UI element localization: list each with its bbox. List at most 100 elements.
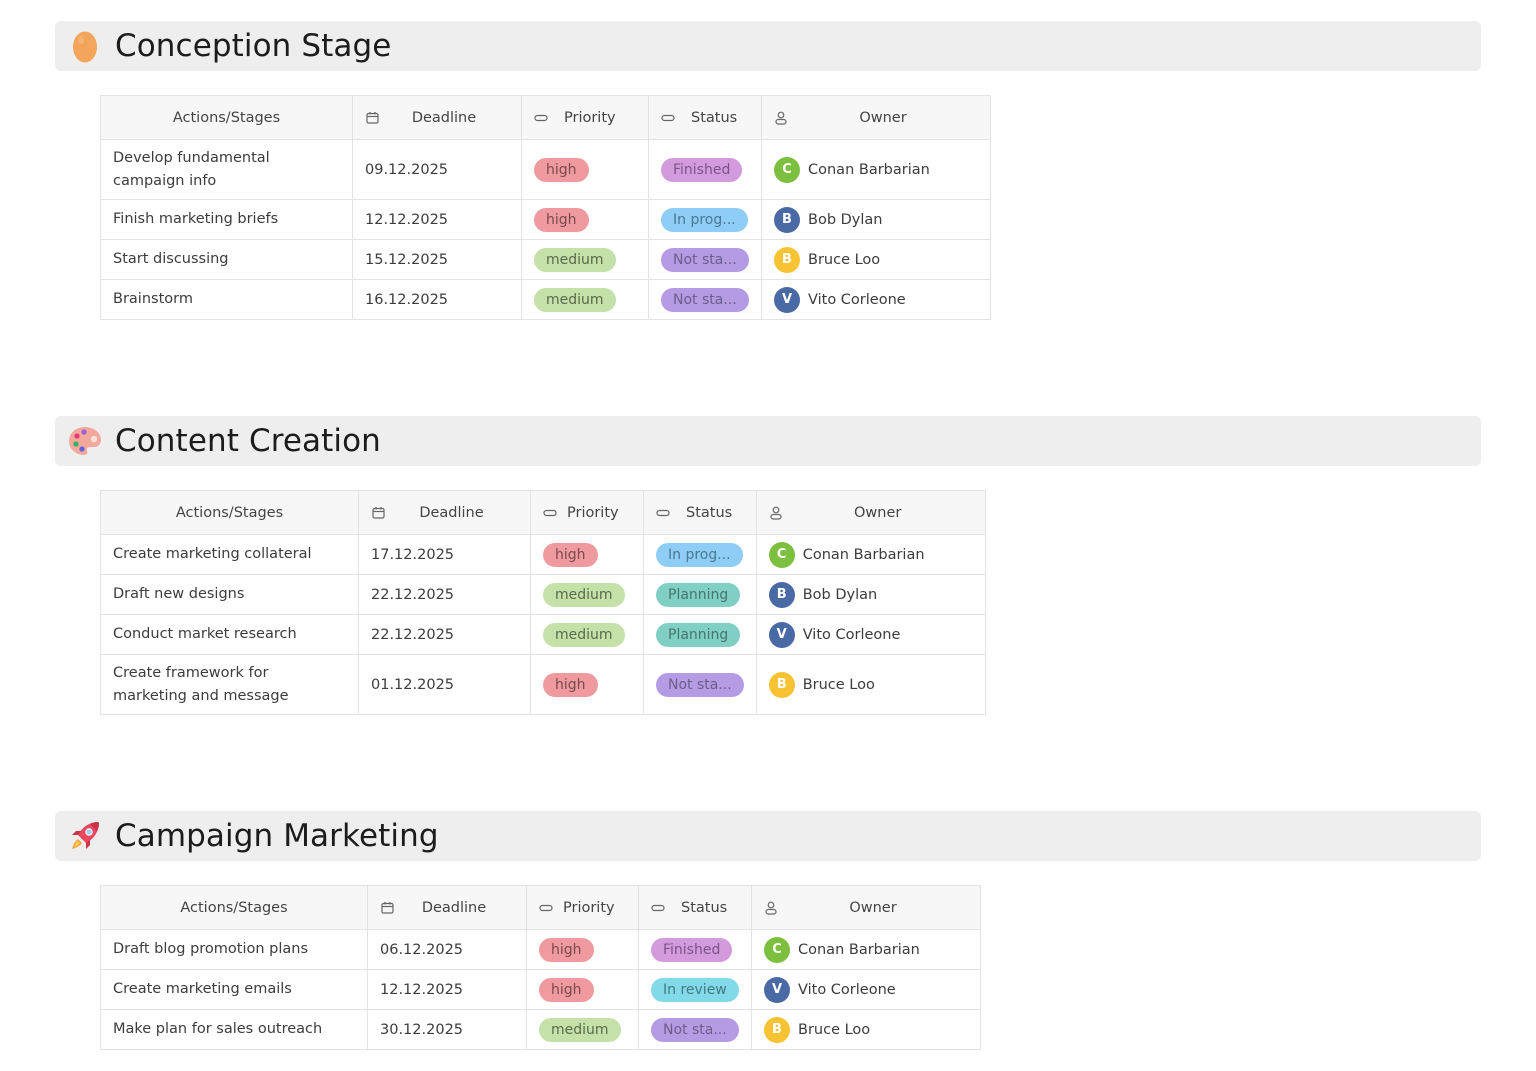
status-cell[interactable]: Not sta... — [643, 654, 757, 715]
deadline-cell[interactable]: 01.12.2025 — [358, 654, 531, 715]
action-cell[interactable]: Create framework for marketing and messa… — [100, 654, 359, 715]
status-cell[interactable]: In prog... — [643, 534, 757, 575]
status-cell[interactable]: In prog... — [648, 199, 762, 240]
priority-badge[interactable]: high — [543, 542, 598, 567]
status-cell[interactable]: Finished — [648, 139, 762, 200]
table-row[interactable]: Create marketing emails 12.12.2025 high … — [100, 969, 981, 1010]
column-header-priority[interactable]: Priority — [530, 490, 644, 535]
status-badge[interactable]: In prog... — [661, 207, 748, 232]
status-badge[interactable]: Not sta... — [651, 1017, 739, 1042]
status-badge[interactable]: Not sta... — [656, 672, 744, 697]
status-badge[interactable]: Not sta... — [661, 247, 749, 272]
owner-cell[interactable]: V Vito Corleone — [751, 969, 981, 1010]
action-cell[interactable]: Draft new designs — [100, 574, 359, 615]
table-row[interactable]: Brainstorm 16.12.2025 medium Not sta... … — [100, 279, 991, 320]
priority-cell[interactable]: high — [526, 969, 639, 1010]
deadline-cell[interactable]: 06.12.2025 — [367, 929, 527, 970]
deadline-cell[interactable]: 15.12.2025 — [352, 239, 522, 280]
table-row[interactable]: Finish marketing briefs 12.12.2025 high … — [100, 199, 991, 240]
table-row[interactable]: Draft new designs 22.12.2025 medium Plan… — [100, 574, 986, 615]
priority-cell[interactable]: high — [530, 534, 644, 575]
column-header-priority[interactable]: Priority — [526, 885, 639, 930]
column-header-status[interactable]: Status — [648, 95, 762, 140]
owner-cell[interactable]: V Vito Corleone — [761, 279, 991, 320]
status-badge[interactable]: Not sta... — [661, 287, 749, 312]
deadline-cell[interactable]: 17.12.2025 — [358, 534, 531, 575]
status-badge[interactable]: Finished — [651, 937, 733, 962]
deadline-cell[interactable]: 22.12.2025 — [358, 614, 531, 655]
table-row[interactable]: Develop fundamental campaign info 09.12.… — [100, 139, 991, 200]
owner-cell[interactable]: C Conan Barbarian — [751, 929, 981, 970]
priority-cell[interactable]: high — [521, 139, 649, 200]
column-header-owner[interactable]: Owner — [755, 490, 986, 535]
priority-badge[interactable]: high — [539, 937, 594, 962]
deadline-cell[interactable]: 30.12.2025 — [367, 1009, 527, 1050]
column-header-action[interactable]: Actions/Stages — [100, 885, 368, 930]
table-row[interactable]: Draft blog promotion plans 06.12.2025 hi… — [100, 929, 981, 970]
status-badge[interactable]: Planning — [656, 622, 741, 647]
column-header-owner[interactable]: Owner — [761, 95, 991, 140]
priority-cell[interactable]: medium — [526, 1009, 639, 1050]
column-header-status[interactable]: Status — [643, 490, 757, 535]
status-cell[interactable]: Planning — [643, 574, 757, 615]
priority-cell[interactable]: high — [530, 654, 644, 715]
column-header-priority[interactable]: Priority — [521, 95, 649, 140]
priority-cell[interactable]: medium — [530, 574, 644, 615]
deadline-cell[interactable]: 16.12.2025 — [352, 279, 522, 320]
owner-cell[interactable]: C Conan Barbarian — [755, 534, 986, 575]
status-cell[interactable]: In review — [638, 969, 752, 1010]
status-cell[interactable]: Not sta... — [638, 1009, 752, 1050]
priority-badge[interactable]: medium — [543, 582, 625, 607]
column-header-action[interactable]: Actions/Stages — [100, 490, 359, 535]
owner-cell[interactable]: C Conan Barbarian — [761, 139, 991, 200]
column-header-deadline[interactable]: Deadline — [352, 95, 522, 140]
priority-cell[interactable]: medium — [521, 239, 649, 280]
deadline-cell[interactable]: 12.12.2025 — [352, 199, 522, 240]
owner-cell[interactable]: B Bob Dylan — [761, 199, 991, 240]
column-header-deadline[interactable]: Deadline — [358, 490, 531, 535]
priority-cell[interactable]: medium — [530, 614, 644, 655]
priority-badge[interactable]: high — [534, 207, 589, 232]
action-cell[interactable]: Finish marketing briefs — [100, 199, 353, 240]
status-cell[interactable]: Planning — [643, 614, 757, 655]
priority-badge[interactable]: medium — [534, 287, 616, 312]
action-cell[interactable]: Draft blog promotion plans — [100, 929, 368, 970]
status-cell[interactable]: Finished — [638, 929, 752, 970]
owner-cell[interactable]: V Vito Corleone — [755, 614, 986, 655]
column-header-status[interactable]: Status — [638, 885, 752, 930]
deadline-cell[interactable]: 09.12.2025 — [352, 139, 522, 200]
priority-badge[interactable]: high — [534, 157, 589, 182]
action-cell[interactable]: Create marketing emails — [100, 969, 368, 1010]
column-header-owner[interactable]: Owner — [751, 885, 981, 930]
table-row[interactable]: Create marketing collateral 17.12.2025 h… — [100, 534, 986, 575]
deadline-cell[interactable]: 22.12.2025 — [358, 574, 531, 615]
priority-badge[interactable]: medium — [539, 1017, 621, 1042]
status-badge[interactable]: Planning — [656, 582, 741, 607]
table-row[interactable]: Create framework for marketing and messa… — [100, 654, 986, 715]
action-cell[interactable]: Start discussing — [100, 239, 353, 280]
action-cell[interactable]: Develop fundamental campaign info — [100, 139, 353, 200]
priority-badge[interactable]: high — [543, 672, 598, 697]
action-cell[interactable]: Create marketing collateral — [100, 534, 359, 575]
priority-cell[interactable]: medium — [521, 279, 649, 320]
table-row[interactable]: Make plan for sales outreach 30.12.2025 … — [100, 1009, 981, 1050]
priority-badge[interactable]: medium — [534, 247, 616, 272]
owner-cell[interactable]: B Bruce Loo — [755, 654, 986, 715]
action-cell[interactable]: Make plan for sales outreach — [100, 1009, 368, 1050]
table-row[interactable]: Start discussing 15.12.2025 medium Not s… — [100, 239, 991, 280]
status-badge[interactable]: Finished — [661, 157, 743, 182]
table-row[interactable]: Conduct market research 22.12.2025 mediu… — [100, 614, 986, 655]
column-header-action[interactable]: Actions/Stages — [100, 95, 353, 140]
owner-cell[interactable]: B Bob Dylan — [755, 574, 986, 615]
priority-cell[interactable]: high — [521, 199, 649, 240]
action-cell[interactable]: Conduct market research — [100, 614, 359, 655]
status-badge[interactable]: In prog... — [656, 542, 743, 567]
priority-cell[interactable]: high — [526, 929, 639, 970]
priority-badge[interactable]: medium — [543, 622, 625, 647]
status-cell[interactable]: Not sta... — [648, 239, 762, 280]
deadline-cell[interactable]: 12.12.2025 — [367, 969, 527, 1010]
owner-cell[interactable]: B Bruce Loo — [751, 1009, 981, 1050]
owner-cell[interactable]: B Bruce Loo — [761, 239, 991, 280]
column-header-deadline[interactable]: Deadline — [367, 885, 527, 930]
action-cell[interactable]: Brainstorm — [100, 279, 353, 320]
